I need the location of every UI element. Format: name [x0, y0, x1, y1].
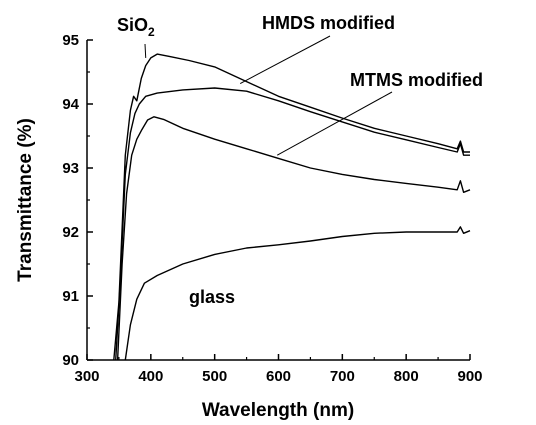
leader-line-mtms	[276, 91, 393, 156]
leader-line-sio2	[144, 43, 147, 58]
annotation-glass: glass	[189, 287, 235, 307]
x-tick-label: 700	[330, 368, 355, 385]
annotation-mtms: MTMS modified	[350, 70, 483, 90]
series-line-mtms-modified	[116, 116, 471, 361]
x-axis-title: Wavelength (nm)	[202, 400, 354, 421]
y-tick-label: 92	[62, 224, 79, 241]
annotation-sio2-text: SiO	[117, 15, 148, 35]
series-lines	[113, 53, 471, 361]
x-tick-label: 300	[74, 368, 99, 385]
y-tick-label: 94	[62, 96, 79, 113]
axis-ticks: 300 400 500 600 700 800 900 90 91 92 93 94 95	[62, 32, 482, 385]
annotation-sio2: SiO2	[117, 15, 155, 39]
x-tick-label: 900	[457, 368, 482, 385]
series-line-hmds-modified	[115, 87, 470, 361]
x-tick-label: 500	[202, 368, 227, 385]
x-tick-label: 600	[266, 368, 291, 385]
y-tick-label: 95	[62, 32, 79, 49]
annotation-leaders	[144, 35, 393, 156]
series-line-sio2	[113, 53, 470, 361]
series-line-glass	[124, 226, 471, 361]
x-tick-label: 400	[138, 368, 163, 385]
x-tick-label: 800	[394, 368, 419, 385]
y-tick-label: 93	[62, 160, 79, 177]
annotation-sio2-subscript: 2	[148, 25, 155, 39]
annotation-hmds: HMDS modified	[262, 13, 395, 33]
y-tick-label: 91	[62, 288, 79, 305]
y-axis-title: Transmittance (%)	[15, 118, 36, 282]
y-tick-label: 90	[62, 352, 79, 369]
leader-line-hmds	[239, 35, 331, 84]
